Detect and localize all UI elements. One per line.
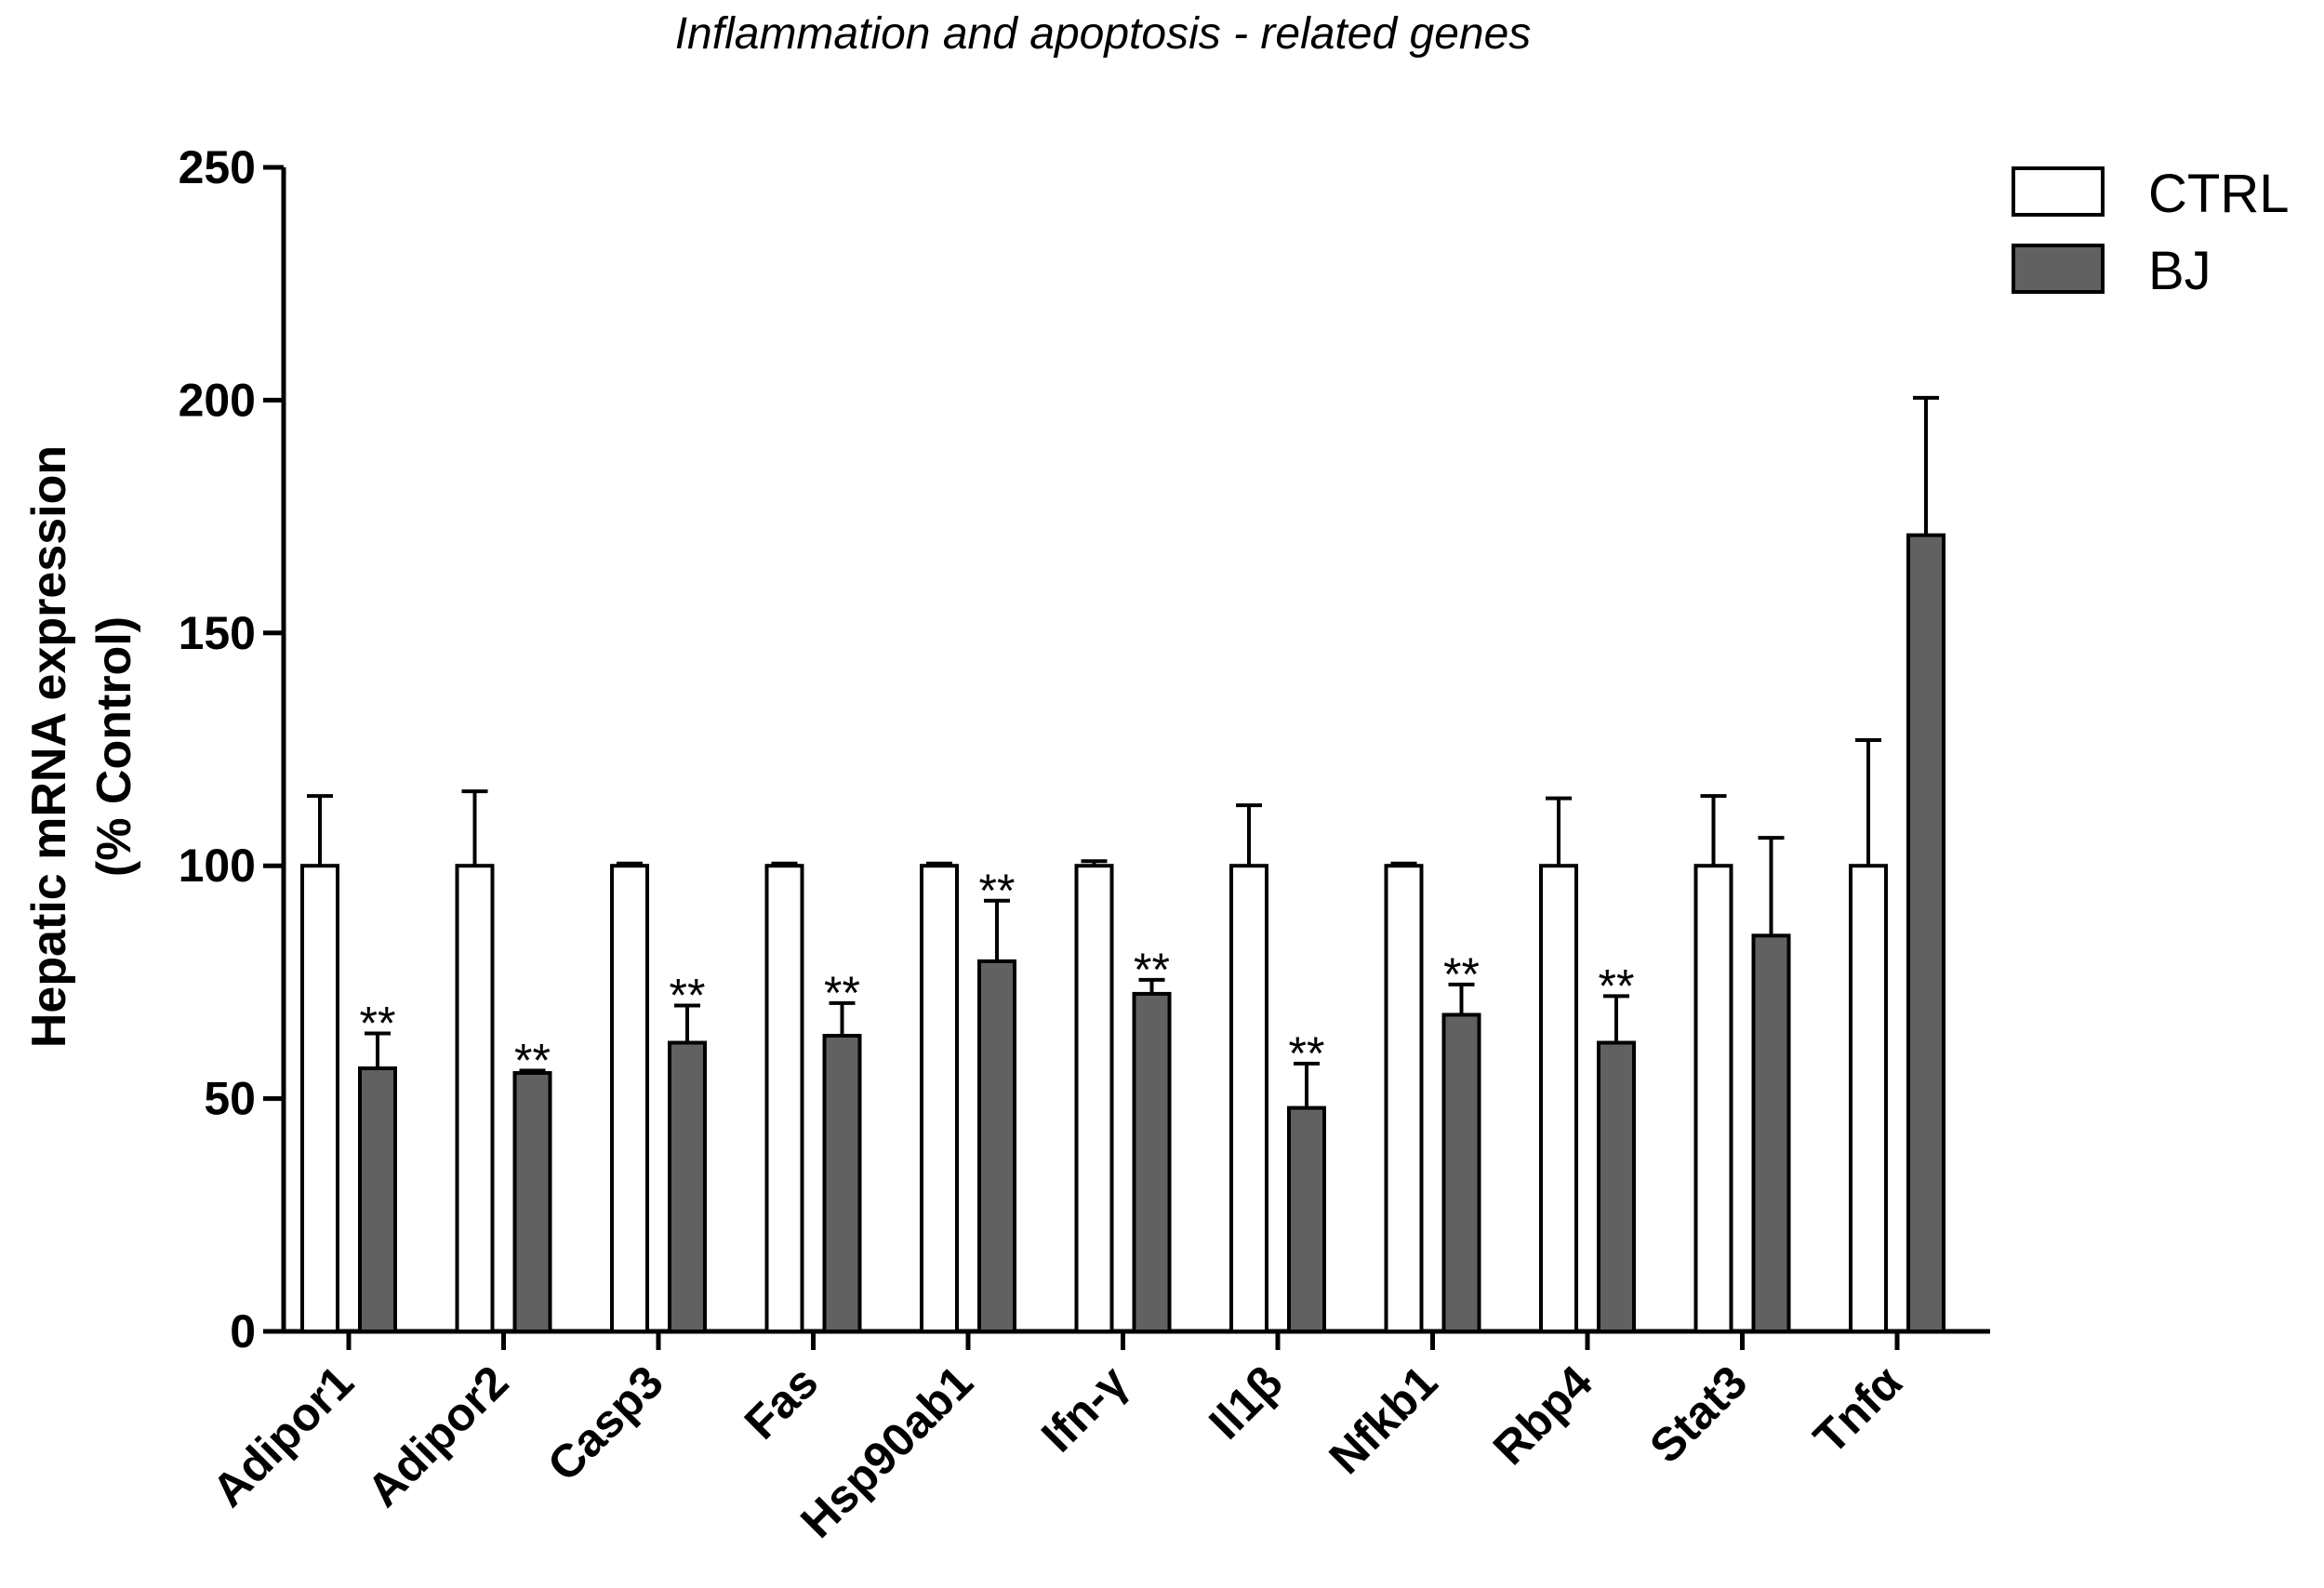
bar-ctrl-adipor2 [455,864,495,1333]
significance-mark: ** [824,967,860,1019]
x-tick-label: Rbp4 [1483,1356,1602,1475]
y-tick-label: 200 [179,374,256,426]
legend-swatch-bj [2012,244,2105,294]
legend-label-bj: BJ [2148,241,2211,301]
x-tick-label: Nfkb1 [1319,1356,1447,1484]
bar-ctrl-il1β [1229,864,1268,1333]
significance-mark: ** [1289,1027,1325,1079]
bar-bj-ifn-γ [1132,991,1172,1334]
bar-ctrl-hsp90ab1 [920,864,959,1333]
significance-mark: ** [1443,948,1480,1000]
significance-mark: ** [514,1035,551,1087]
x-tick-label: Stat3 [1640,1356,1757,1473]
bar-ctrl-stat3 [1693,864,1733,1333]
y-tick-label: 100 [179,840,256,892]
bar-ctrl-adipor1 [300,864,339,1333]
x-tick-label: Adipor2 [357,1356,518,1516]
bar-ctrl-casp3 [610,864,649,1333]
bar-bj-adipor2 [512,1071,552,1334]
y-tick-label: 50 [204,1073,256,1125]
bar-bj-nfkb1 [1441,1012,1481,1334]
bar-bj-hsp90ab1 [977,959,1016,1333]
x-tick-label: Tnfα [1803,1356,1911,1463]
y-axis-label-line1: Hepatic mRNA expression [22,445,76,1048]
error-bars [307,395,1939,1108]
significance-mark: ** [979,865,1016,917]
significance-mark: ** [1134,944,1170,996]
bar-ctrl-rbp4 [1539,864,1578,1333]
x-axis [282,1329,1990,1350]
bar-bj-adipor1 [358,1066,397,1333]
chart-title: Inflammation and apoptosis - related gen… [675,9,1532,59]
x-tick-label: Ifn-γ [1031,1356,1137,1462]
y-tick-label: 0 [230,1305,256,1357]
bar-ctrl-nfkb1 [1384,864,1424,1333]
legend: CTRL BJ [2012,164,2289,301]
y-axis-label: Hepatic mRNA expression (% Control) [22,445,141,1048]
x-tick-label: Casp3 [538,1356,673,1491]
x-tick-label: Il1β [1199,1356,1292,1449]
legend-label-ctrl: CTRL [2148,164,2289,224]
bars [300,533,1946,1334]
x-tick-label: Adipor1 [203,1356,364,1516]
bar-ctrl-ifn-γ [1074,864,1114,1333]
bar-bj-rbp4 [1597,1040,1636,1334]
significance-marks: ** ** ** ** ** ** ** ** ** [360,865,1635,1087]
significance-mark: ** [670,969,706,1021]
legend-swatch-ctrl [2012,166,2105,217]
bar-bj-il1β [1287,1105,1326,1333]
significance-mark: ** [360,997,396,1049]
y-tick-label: 250 [179,141,256,193]
y-tick-label: 150 [179,607,256,659]
bar-ctrl-tnfα [1849,864,1888,1333]
bar-bj-fas [822,1033,862,1333]
bar-bj-stat3 [1751,933,1791,1333]
bar-bj-casp3 [668,1040,707,1334]
significance-mark: ** [1599,959,1635,1012]
bar-bj-tnfα [1906,533,1946,1333]
y-axis-label-line2: (% Control) [87,616,141,877]
bar-ctrl-fas [764,864,804,1333]
x-tick-label: Fas [735,1356,829,1449]
y-axis: 0 50 100 150 200 250 [179,141,286,1357]
